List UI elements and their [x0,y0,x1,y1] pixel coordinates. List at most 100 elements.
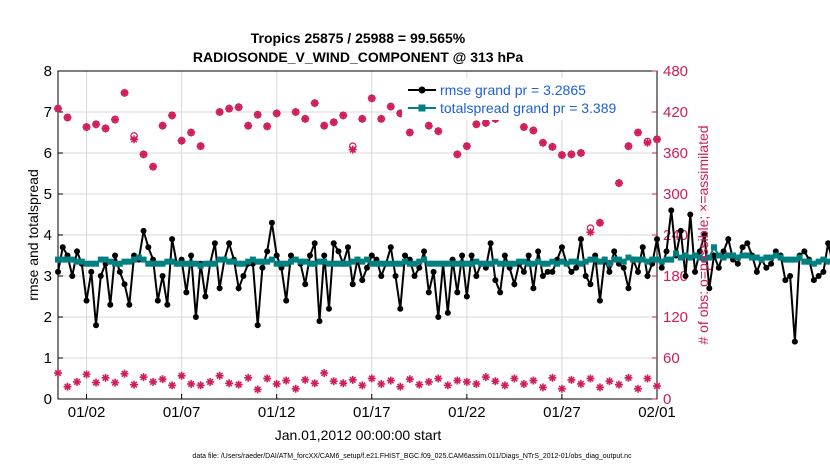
y-tick-label: 0 [44,391,52,408]
totalspread-point [59,256,66,263]
y-tick-label: 6 [44,145,52,162]
rmse-point [349,281,356,288]
rmse-point [787,273,794,279]
totalspread-point [226,258,233,265]
obs-lower-point [653,382,661,391]
obs-assimilated-point [367,94,376,103]
totalspread-point [592,256,599,263]
y-right-tick-label: 120 [663,309,688,326]
obs-assimilated-point [519,123,528,132]
obs-lower-point [234,380,243,389]
totalspread-point [325,260,332,267]
totalspread-point [378,260,385,267]
obs-lower-point [149,377,158,386]
rmse-point [435,314,442,320]
legend-rmse-label: rmse grand pr = 3.2865 [440,82,586,98]
rmse-point [392,273,399,279]
x-axis: 01/02 01/07 01/12 01/17 01/22 01/27 02/01 [68,394,676,421]
totalspread-point [768,254,775,261]
rmse-point [112,252,119,259]
totalspread-point [663,256,670,263]
rmse-point [359,277,366,284]
totalspread-point [492,258,499,265]
obs-lower-point [434,374,443,383]
totalspread-point [78,258,85,265]
totalspread-point [753,254,760,261]
totalspread-point [121,258,128,265]
rmse-point [264,248,271,255]
rmse-point [701,232,708,238]
y-right-tick-label: 300 [663,186,688,203]
totalspread-point [744,252,751,259]
obs-lower-point [168,381,177,390]
obs-lower-point [386,376,395,385]
totalspread-point [601,256,608,263]
totalspread-point [711,244,718,251]
grid-lines [58,70,658,400]
rmse-point [530,285,537,292]
totalspread-point [211,260,218,267]
obs-lower-point [529,376,538,385]
rmse-point [763,264,770,271]
obs-lower-point [396,382,405,391]
obs-lower-point [567,375,576,384]
obs-assimilated-point [253,110,262,119]
totalspread-point [449,260,456,267]
totalspread-point [392,260,399,267]
rmse-point [211,240,218,247]
rmse-point [83,297,90,304]
rmse-point [287,252,294,259]
obs-lower-point [377,379,386,388]
obs-lower-point [111,378,120,387]
totalspread-point [511,260,518,267]
obs-lower-point [415,380,424,389]
rmse-point [525,252,532,259]
totalspread-point [668,256,675,263]
rmse-point [430,268,437,275]
totalspread-point [188,260,195,267]
obs-lower-point [291,384,300,393]
totalspread-point [520,258,527,265]
rmse-point [74,248,81,255]
totalspread-point [516,258,523,265]
totalspread-point [273,260,280,267]
totalspread-point [730,252,737,259]
obs-lower-point [206,377,215,386]
obs-lower-point [301,375,310,384]
totalspread-point [673,250,680,257]
rmse-point [216,285,223,292]
obs-assimilated-point [92,120,101,129]
totalspread-point [283,260,290,267]
rmse-point [126,301,133,308]
obs-assimilated-point [557,151,566,160]
obs-lower-point [491,377,500,386]
rmse-point [644,273,651,279]
rmse-point [815,273,822,279]
rmse-point [140,227,147,234]
obs-lower-point [472,379,481,388]
totalspread-point [444,260,451,267]
obs-lower-point [624,373,633,382]
totalspread-point [311,260,318,267]
totalspread-point [725,252,732,259]
obs-lower-point [548,373,557,382]
totalspread-point [644,258,651,265]
totalspread-point [573,258,580,265]
obs-lower-point [358,381,367,390]
rmse-point [93,322,100,329]
rmse-point [321,252,328,259]
totalspread-point [383,260,390,267]
totalspread-point [235,260,242,267]
rmse-point [720,248,727,255]
obs-assimilated-point [624,142,633,151]
rmse-point [330,240,337,247]
legend: rmse grand pr = 3.2865 totalspread grand… [402,78,650,120]
totalspread-point [796,254,803,261]
totalspread-point [74,258,81,265]
rmse-point [497,289,504,296]
totalspread-point [558,258,565,265]
obs-lower-point [643,374,652,383]
series-layer [54,88,830,394]
totalspread-point [772,252,779,259]
y-tick-label: 7 [44,104,52,121]
